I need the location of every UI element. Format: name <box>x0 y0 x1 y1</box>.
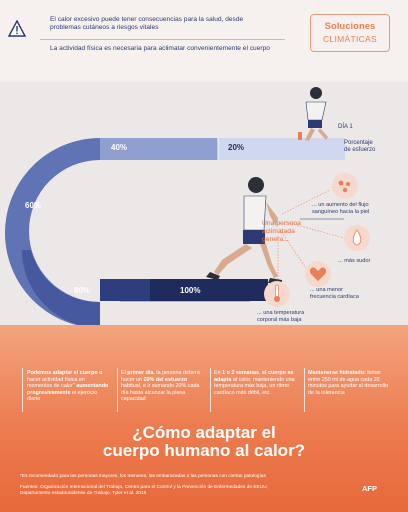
sources: Fuentes: Organización Internacional del … <box>20 485 320 497</box>
band-top-40 <box>100 138 218 160</box>
temperature-line-2: corporal más baja <box>257 317 302 323</box>
band-arc-lower <box>22 250 100 328</box>
effort-label-line-2: de esfuerzo <box>344 147 376 153</box>
sources-line-2: Departamento estadounidense de Trabajo, … <box>20 490 147 496</box>
acclimated-line-3: genera... <box>262 236 289 243</box>
pct-60-label: 60% <box>25 201 42 210</box>
column-2-text: , la persona deberá hacer un <box>121 370 200 383</box>
bottom-panel <box>0 325 408 512</box>
column-4-text: beber entre 250 ml de agua cada 20 minut… <box>308 370 389 396</box>
temperature-note: ... una temperatura corporal más baja <box>257 310 304 324</box>
info-column-3: En 1 o 2 semanas, el cuerpo se adapta al… <box>214 370 296 396</box>
sweat-icon <box>344 225 370 251</box>
column-3-bold: 1 o 2 semanas <box>222 370 259 376</box>
title-line-2: cuerpo humano al calor? <box>102 441 306 460</box>
header-panel <box>0 0 408 82</box>
effort-axis-label: Porcentaje de esfuerzo <box>344 140 375 154</box>
warning-text: El calor excesivo puede tener consecuenc… <box>50 16 244 31</box>
blood-flow-line-2: sanguíneo hacia la piel <box>312 209 370 215</box>
acclimated-line-1: Una persona <box>262 220 301 227</box>
effort-diagram <box>5 87 370 328</box>
heart-rate-line-2: frecuencia cardíaca <box>310 294 359 300</box>
heart-rate-line-1: ... una menor <box>310 287 343 293</box>
info-column-1: Podemos adaptar el cuerpo a hacer activi… <box>27 370 109 403</box>
column-2-text-0: El <box>121 370 128 376</box>
acclimated-line-2: aclimatada <box>262 228 295 235</box>
column-2-text-2: habitual, e ir sumando 20% cada día hast… <box>121 383 200 403</box>
column-bar <box>22 368 24 412</box>
day-1-label: DÍA 1 <box>338 124 353 130</box>
title-line-1: ¿Cómo adaptar el <box>132 423 276 442</box>
column-bar <box>117 368 119 412</box>
temperature-line-1: ... una temperatura <box>257 310 305 316</box>
column-1-bold: Podemos adaptar el cuerpo <box>27 370 98 376</box>
column-3-text-2: al calor, manteniendo una temperatura má… <box>214 376 295 396</box>
column-3-text: , <box>258 370 262 376</box>
runner-start-icon <box>298 87 328 141</box>
column-3-bold-2: el cuerpo se adapta <box>214 370 294 383</box>
page-title: ¿Cómo adaptar el cuerpo humano al calor? <box>0 424 408 460</box>
brand-logo: Soluciones CLIMÁTICAS <box>310 14 390 52</box>
logo-line-1: Soluciones <box>324 21 376 32</box>
heart-icon <box>305 261 331 287</box>
info-column-4: Mantenerse hidratado: beber entre 250 ml… <box>308 370 390 396</box>
thermometer-icon <box>264 281 290 307</box>
intro-text: La actividad física es necesaria para ac… <box>50 45 270 52</box>
column-bar <box>304 368 306 412</box>
heart-rate-note: ... una menor frecuencia cardíaca <box>310 287 359 301</box>
blood-flow-icon <box>332 173 358 199</box>
column-bar <box>210 368 212 412</box>
column-4-bold: Mantenerse hidratado: <box>308 370 366 376</box>
column-1-bold-2: aumentando progresivamente <box>27 383 109 396</box>
acclimated-person-label: Una persona aclimatada genera... <box>262 220 301 244</box>
column-1-text: a hacer actividad física en momentos de … <box>27 370 103 390</box>
pct-80-label: 80% <box>74 286 91 295</box>
column-2-bold: primer día <box>127 370 154 376</box>
effort-label-line-1: Porcentaje <box>344 140 373 146</box>
column-2-bold-2: 20% del esfuerzo <box>143 376 188 383</box>
band-bottom-100 <box>150 279 268 301</box>
warning-icon <box>8 20 26 37</box>
header-divider <box>40 39 285 40</box>
footnote: *Es recomendado para las personas mayore… <box>20 474 266 479</box>
agency-logo: AFP <box>362 484 377 493</box>
pct-100-label: 100% <box>180 286 201 295</box>
blood-flow-line-1: ... un aumento del flujo <box>312 202 369 208</box>
runner-acclimated-icon <box>206 177 282 284</box>
pct-20-label: 20% <box>228 143 245 152</box>
info-column-2: El primer día, la persona deberá hacer u… <box>121 370 203 403</box>
blood-flow-note: ... un aumento del flujo sanguíneo hacia… <box>312 202 369 216</box>
column-3-text-0: En <box>214 370 223 376</box>
column-1-text-2: el ejercicio diario <box>27 389 98 403</box>
sources-line-1: Fuentes: Organización Internacional del … <box>20 485 268 490</box>
pct-40-label: 40% <box>111 143 128 152</box>
sweat-note: ... más sudor <box>338 258 371 264</box>
logo-line-2: CLIMÁTICAS <box>322 34 377 44</box>
